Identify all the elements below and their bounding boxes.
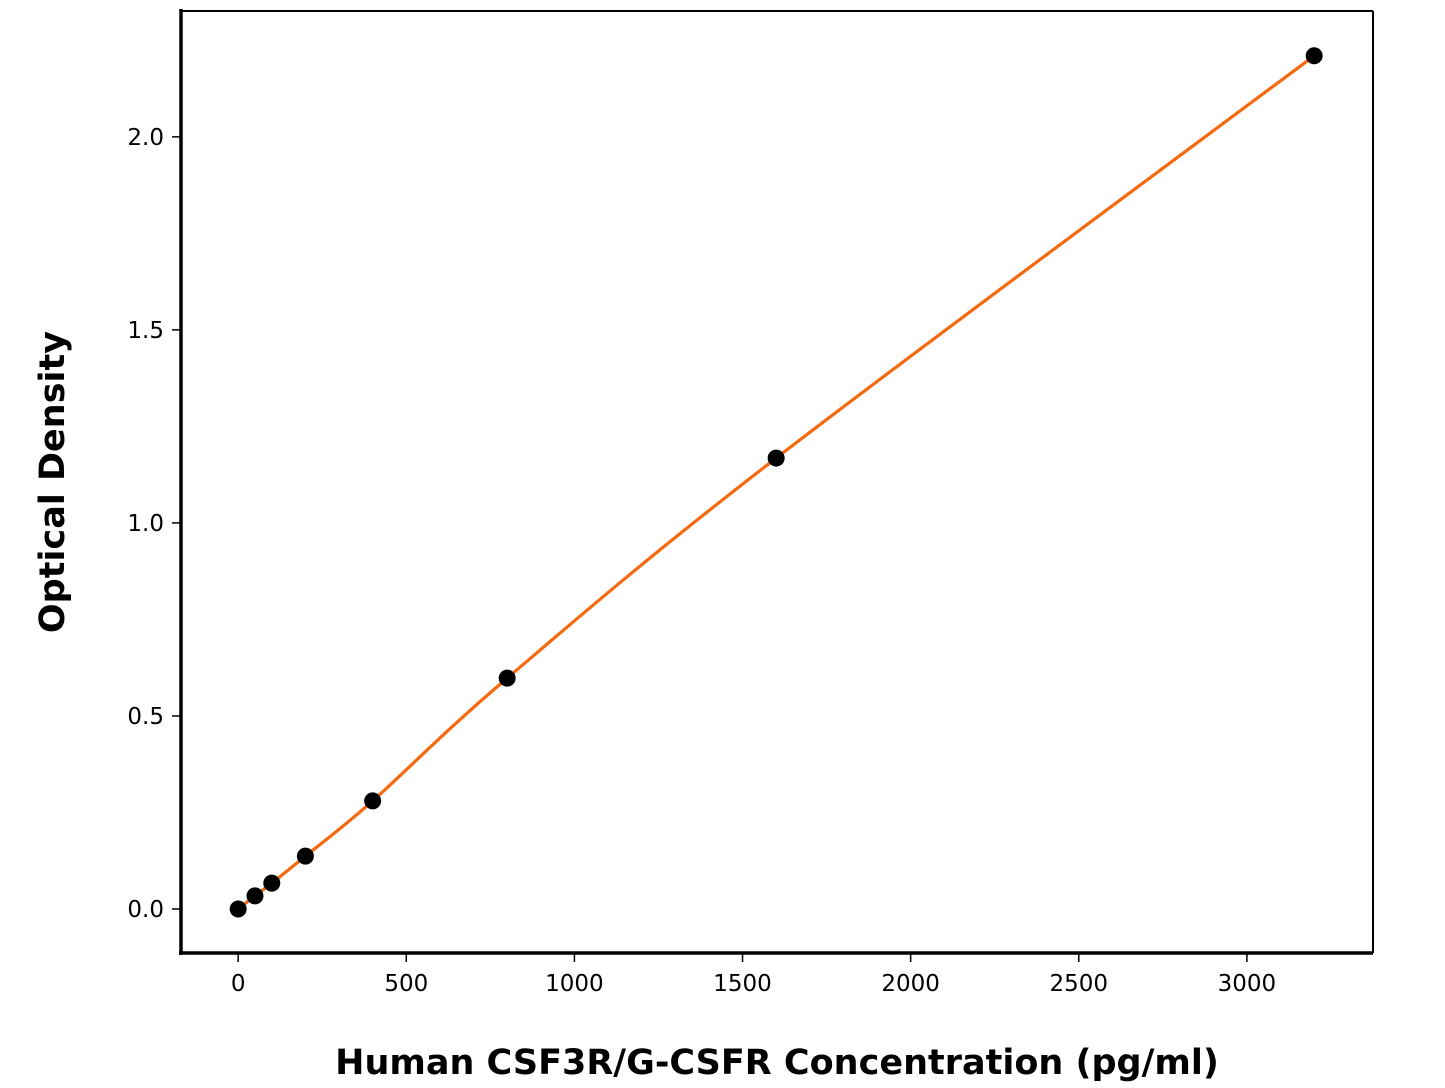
x-tick-label: 1000 xyxy=(545,971,604,997)
x-tick-label: 3000 xyxy=(1218,971,1277,997)
y-tick-label: 0.5 xyxy=(127,704,164,730)
data-point xyxy=(364,792,382,810)
data-point xyxy=(1305,47,1323,65)
data-point xyxy=(498,669,516,687)
x-tick-label: 500 xyxy=(384,971,428,997)
data-point xyxy=(263,874,281,892)
x-axis-label: Human CSF3R/G-CSFR Concentration (pg/ml) xyxy=(335,1043,1219,1083)
y-tick-label: 1.5 xyxy=(127,318,164,344)
data-point xyxy=(246,887,264,905)
x-tick-label: 0 xyxy=(231,971,246,997)
data-point xyxy=(767,449,785,467)
fit-curve xyxy=(237,54,1316,911)
y-axis-label: Optical Density xyxy=(33,331,73,633)
y-tick-label: 2.0 xyxy=(127,125,164,151)
y-tick-label: 0.0 xyxy=(127,897,164,923)
x-tick-label: 1500 xyxy=(713,971,772,997)
x-tick-label: 2500 xyxy=(1050,971,1109,997)
x-tick-label: 2000 xyxy=(881,971,940,997)
y-tick-label: 1.0 xyxy=(127,511,164,537)
data-point xyxy=(229,900,247,918)
data-point xyxy=(296,847,314,865)
